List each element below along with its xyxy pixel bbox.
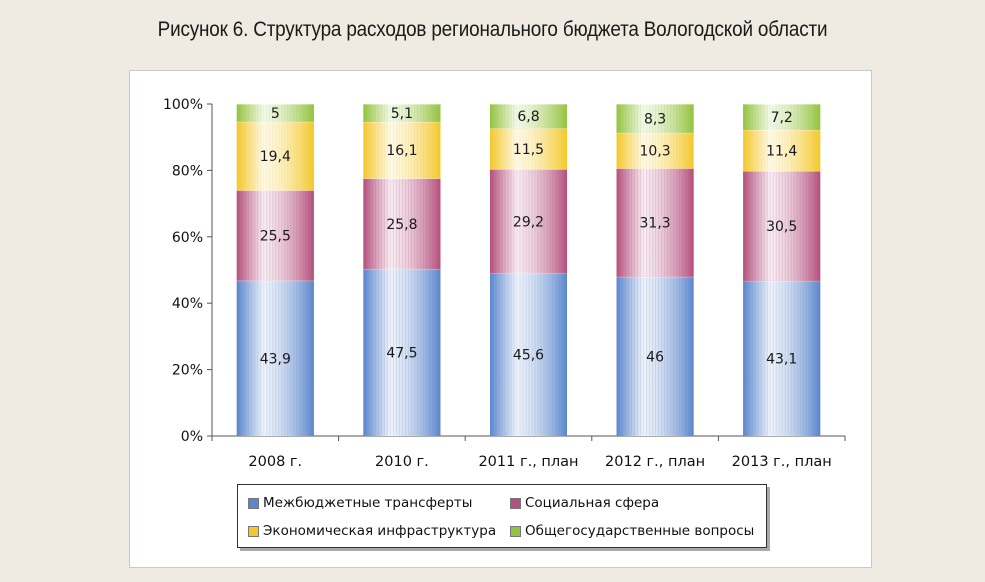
bar-segment-shading <box>743 104 821 130</box>
bar-segment: 5,1 <box>363 103 441 122</box>
legend-item-transfers: Межбюджетные трансферты <box>248 495 472 511</box>
x-tick-label: 2008 г. <box>248 454 302 470</box>
bar-segment: 30,5 <box>743 170 821 281</box>
data-label: 16,1 <box>386 143 417 159</box>
data-label: 43,1 <box>766 351 797 367</box>
y-tick-label: 0% <box>181 429 203 445</box>
legend-label-general: Общегосударственные вопросы <box>525 523 755 539</box>
data-label: 31,3 <box>640 216 671 232</box>
x-tick-label: 2012 г., план <box>605 454 705 470</box>
bar-segment: 25,8 <box>363 177 441 270</box>
bar-segment: 29,2 <box>490 168 567 274</box>
legend-item-general: Общегосударственные вопросы <box>510 523 754 539</box>
bar-segment-shading <box>743 280 821 436</box>
data-label: 5,1 <box>391 106 413 122</box>
bar-segment-shading <box>363 269 441 436</box>
data-label: 45,6 <box>513 348 544 364</box>
y-tick-label: 100% <box>163 97 203 113</box>
legend-item-economic: Экономическая инфраструктура <box>248 523 496 539</box>
data-label: 43,9 <box>260 351 291 367</box>
bar-segment-shading <box>236 280 314 436</box>
legend-swatch-economic <box>248 525 259 537</box>
bar-segment-shading <box>490 128 567 170</box>
bar-segment-shading <box>743 129 821 171</box>
data-label: 8,3 <box>644 111 666 127</box>
data-label: 10,3 <box>640 144 671 160</box>
bar-segment-shading <box>236 121 314 191</box>
legend-swatch-transfers <box>248 497 259 509</box>
bar-segment-shading <box>363 178 441 270</box>
y-tick-label: 40% <box>172 296 203 312</box>
bar-segment: 31,3 <box>616 167 694 277</box>
chart-legend: Межбюджетные трансферты Социальная сфера… <box>237 484 767 548</box>
x-tick-label: 2010 г. <box>375 454 429 470</box>
bar-segment: 46 <box>616 276 694 436</box>
data-label: 29,2 <box>513 214 544 230</box>
bar-segment: 11,4 <box>743 129 821 171</box>
data-label: 25,8 <box>386 217 417 233</box>
bar-segment: 25,5 <box>236 189 314 281</box>
legend-label-social: Социальная сфера <box>525 495 660 511</box>
bar-segment: 11,5 <box>490 127 567 170</box>
bar-segment: 43,1 <box>743 280 821 436</box>
bar-segment-shading <box>490 273 567 436</box>
bar-segment: 7,2 <box>743 103 821 130</box>
x-tick-label: 2011 г., план <box>478 454 578 470</box>
legend-label-economic: Экономическая инфраструктура <box>263 523 497 539</box>
y-tick-label: 80% <box>172 163 203 179</box>
bar-segment: 8,3 <box>616 103 694 133</box>
data-label: 11,4 <box>766 143 797 159</box>
data-label: 19,4 <box>260 149 291 165</box>
bar-segment: 45,6 <box>490 272 567 436</box>
bar-segment-shading <box>236 104 314 122</box>
legend-swatch-social <box>510 497 521 509</box>
data-label: 25,5 <box>260 228 291 244</box>
bar-segment: 19,4 <box>236 121 314 191</box>
bar-segment: 5 <box>236 103 314 122</box>
bar-segment-shading <box>616 104 694 133</box>
bar-segment-shading <box>743 170 821 281</box>
legend-swatch-general <box>510 525 521 537</box>
bar-segment-shading <box>363 121 441 179</box>
bar-segment: 16,1 <box>363 121 441 179</box>
data-label: 46 <box>646 349 664 365</box>
data-label: 30,5 <box>766 219 797 235</box>
bar-segment-shading <box>363 104 441 122</box>
bar-segment-shading <box>616 168 694 277</box>
bar-segment-shading <box>490 169 567 274</box>
data-label: 47,5 <box>386 346 417 362</box>
y-tick-label: 60% <box>172 230 203 246</box>
data-label: 7,2 <box>771 110 793 126</box>
legend-item-social: Социальная сфера <box>510 495 659 511</box>
data-label: 6,8 <box>517 109 539 125</box>
bar-segment-shading <box>490 104 567 129</box>
y-tick-label: 20% <box>172 363 203 379</box>
legend-label-transfers: Межбюджетные трансферты <box>263 495 473 511</box>
bar-segment: 47,5 <box>363 268 441 436</box>
bar-segment: 10,3 <box>616 132 694 169</box>
bar-segment: 6,8 <box>490 103 567 129</box>
bar-segment-shading <box>616 132 694 169</box>
bar-segment: 43,9 <box>236 280 314 436</box>
x-tick-label: 2013 г., план <box>732 454 832 470</box>
data-label: 5 <box>271 106 280 122</box>
data-label: 11,5 <box>513 142 544 158</box>
figure-title: Рисунок 6. Структура расходов региональн… <box>157 18 828 41</box>
bar-segment-shading <box>236 190 314 281</box>
bar-segment-shading <box>616 276 694 436</box>
